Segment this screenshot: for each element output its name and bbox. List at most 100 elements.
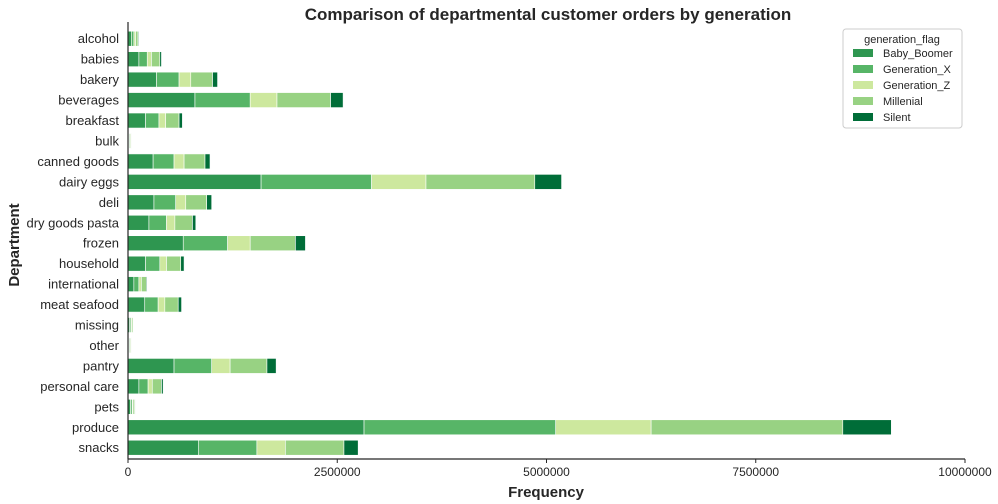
bar-personal-care-generation-x (138, 378, 149, 395)
bar-produce-baby-boomer (127, 419, 365, 436)
bar-dry-goods-pasta-baby-boomer (127, 214, 150, 231)
legend-title: generation_flag (864, 34, 940, 46)
bar-international-millenial (141, 276, 147, 292)
bar-international-generation-z (138, 276, 142, 292)
bar-dry-goods-pasta-generation-x (148, 214, 167, 231)
legend-swatch-generation-x (853, 65, 873, 73)
bar-babies-millenial (151, 51, 161, 67)
y-tick-label-canned-goods: canned goods (37, 154, 119, 169)
y-tick-label-babies: babies (81, 52, 120, 67)
y-axis-label: Department (6, 203, 23, 286)
bar-snacks-baby-boomer (127, 439, 199, 456)
bar-bakery-millenial (190, 71, 213, 88)
bar-snacks-silent (343, 439, 359, 456)
bar-deli-millenial (185, 194, 207, 211)
y-tick-label-breakfast: breakfast (66, 113, 120, 128)
legend-label-baby-boomer: Baby_Boomer (883, 48, 953, 60)
bar-deli-generation-z (175, 194, 187, 211)
legend: generation_flag Baby_Boomer Generation_X G… (842, 28, 963, 129)
legend-items: Baby_Boomer Generation_X Generation_Z Mille… (853, 48, 953, 124)
bar-alcohol-generation-x (131, 30, 135, 47)
bar-pantry-millenial (229, 358, 268, 374)
bar-dry-goods-pasta-millenial (174, 214, 193, 231)
y-tick-label-missing: missing (75, 318, 119, 333)
legend-swatch-silent (853, 113, 873, 121)
bar-breakfast-generation-z (158, 112, 166, 129)
x-tick-label: 7500000 (732, 465, 779, 479)
bar-alcohol-silent (137, 30, 140, 47)
bar-personal-care-baby-boomer (127, 378, 140, 395)
bar-bakery-generation-z (178, 71, 192, 88)
bar-personal-care-generation-z (147, 378, 153, 395)
y-tick-label-deli: deli (99, 195, 119, 210)
bar-canned-goods-baby-boomer (127, 153, 154, 170)
bar-meat-seafood-baby-boomer (127, 296, 146, 313)
y-tick-label-bakery: bakery (80, 72, 120, 87)
bar-frozen-generation-x (182, 235, 228, 252)
bar-babies-baby-boomer (127, 51, 140, 67)
legend-label-generation-z: Generation_Z (883, 80, 951, 92)
bar-produce-generation-x (363, 419, 557, 436)
bar-babies-generation-x (138, 51, 148, 67)
bar-bakery-silent (212, 71, 218, 88)
bar-alcohol-millenial (135, 30, 139, 47)
bar-snacks-millenial (285, 439, 345, 456)
bar-frozen-silent (295, 235, 306, 252)
legend-label-millenial: Millenial (883, 96, 923, 108)
bar-canned-goods-generation-z (173, 153, 185, 170)
bar-household-generation-z (159, 255, 167, 272)
bar-meat-seafood-millenial (164, 296, 179, 313)
y-tick-label-international: international (48, 277, 119, 292)
legend-swatch-millenial (853, 97, 873, 105)
bar-dairy-eggs-generation-x (260, 174, 372, 190)
x-tick-labels: 0 2500000 5000000 7500000 10000000 (125, 459, 992, 479)
bar-household-millenial (166, 255, 182, 272)
y-tick-label-produce: produce (72, 420, 119, 435)
bar-dairy-eggs-silent (534, 174, 562, 190)
bar-deli-baby-boomer (127, 194, 155, 211)
bar-frozen-baby-boomer (127, 235, 184, 252)
bar-bakery-generation-x (156, 71, 180, 88)
x-tick-label: 2500000 (314, 465, 361, 479)
bar-international-silent (146, 276, 148, 292)
bar-snacks-generation-x (198, 439, 258, 456)
bar-international-baby-boomer (127, 276, 135, 292)
y-tick-label-other: other (89, 338, 119, 353)
bar-pantry-generation-x (173, 358, 213, 374)
bar-frozen-generation-z (227, 235, 251, 252)
legend-label-silent: Silent (883, 112, 911, 124)
bar-produce-silent (842, 419, 892, 436)
y-tick-label-pets: pets (94, 399, 119, 414)
bar-dairy-eggs-baby-boomer (127, 174, 262, 190)
bar-deli-generation-x (153, 194, 177, 211)
bar-beverages-generation-x (194, 92, 251, 108)
legend-label-generation-x: Generation_X (883, 64, 952, 76)
plot-area (127, 30, 892, 456)
bar-dairy-eggs-generation-z (371, 174, 427, 190)
bar-meat-seafood-silent (177, 296, 182, 313)
bar-canned-goods-millenial (183, 153, 206, 170)
bar-international-generation-x (133, 276, 140, 292)
y-tick-label-dry-goods-pasta: dry goods pasta (26, 215, 119, 230)
x-axis-label: Frequency (508, 484, 585, 501)
bar-dry-goods-pasta-generation-z (166, 214, 176, 231)
y-tick-label-snacks: snacks (79, 440, 120, 455)
y-tick-labels: alcohol babies bakery beverages breakfast bul… (26, 31, 119, 455)
x-tick-label: 10000000 (938, 465, 992, 479)
y-tick-label-alcohol: alcohol (78, 31, 119, 46)
bar-pantry-silent (266, 358, 277, 374)
bar-produce-generation-z (555, 419, 652, 436)
bar-dry-goods-pasta-silent (192, 214, 197, 231)
legend-swatch-baby-boomer (853, 49, 873, 57)
bar-breakfast-millenial (165, 112, 180, 129)
bar-dairy-eggs-millenial (425, 174, 536, 190)
y-tick-label-bulk: bulk (95, 133, 119, 148)
bar-deli-silent (206, 194, 212, 211)
bar-canned-goods-generation-x (152, 153, 175, 170)
legend-swatch-generation-z (853, 81, 873, 89)
bar-meat-seafood-generation-z (157, 296, 166, 313)
y-tick-label-personal-care: personal care (40, 379, 119, 394)
bar-household-generation-x (145, 255, 161, 272)
y-tick-label-frozen: frozen (83, 236, 119, 251)
